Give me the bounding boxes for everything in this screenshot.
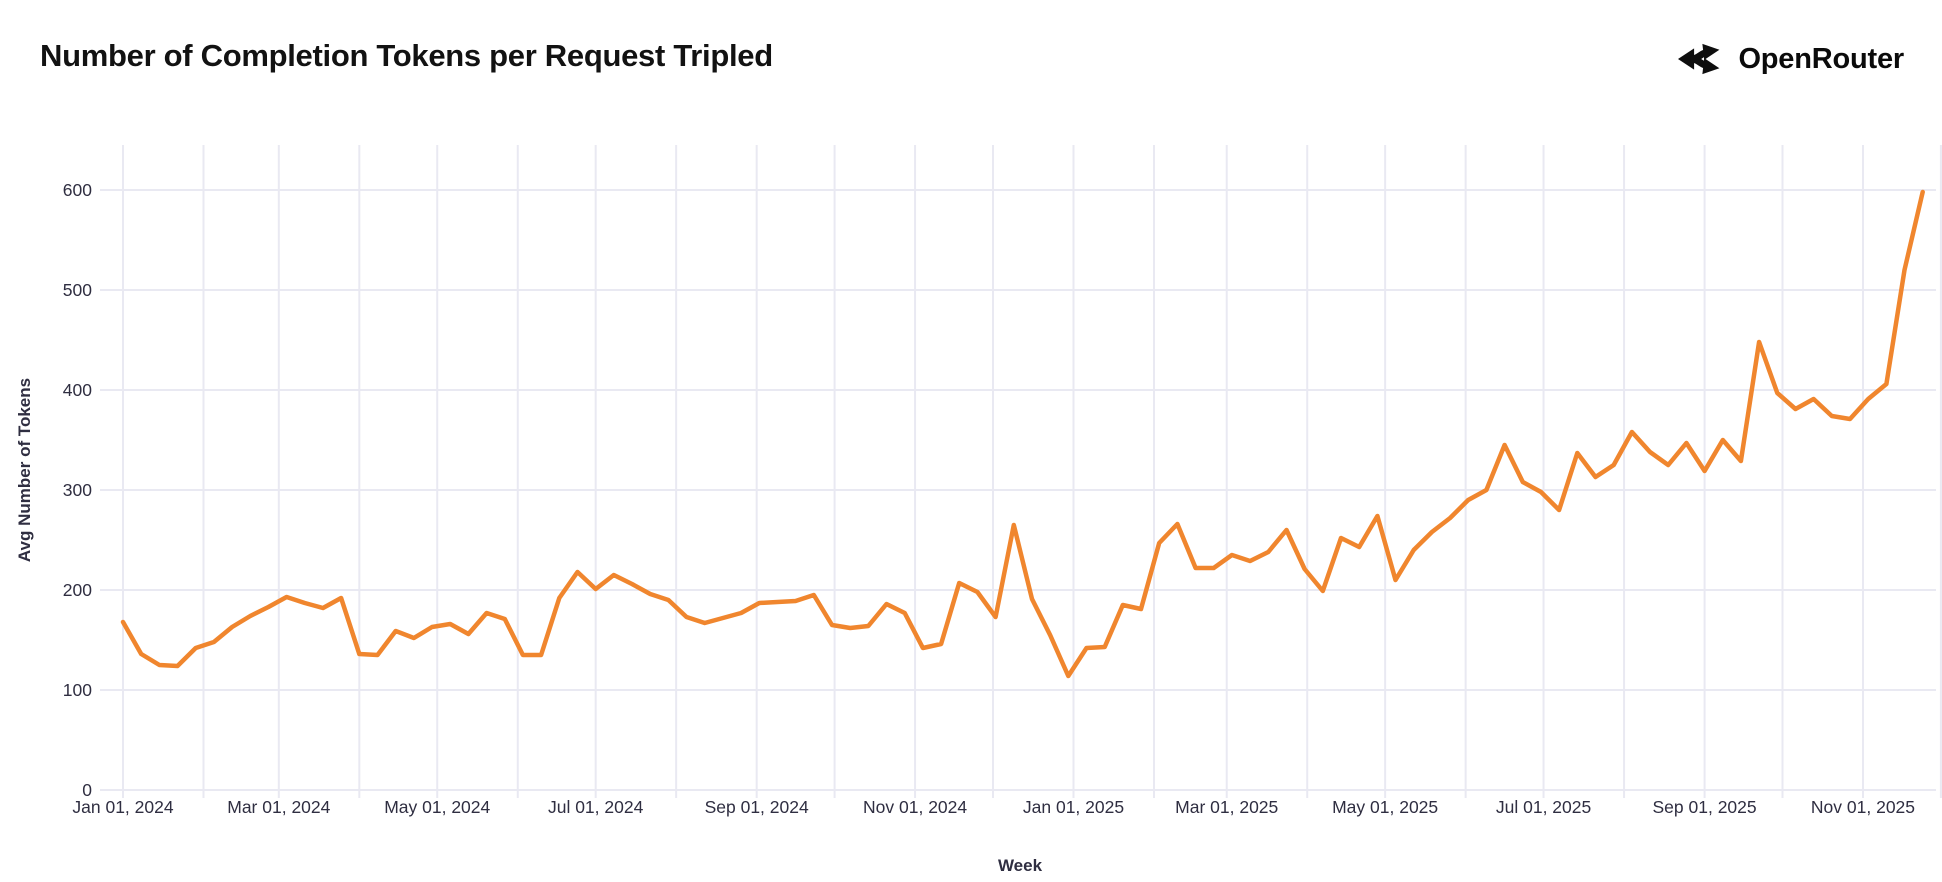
- grid-layer: [100, 145, 1942, 798]
- x-tick-label: Sep 01, 2025: [1653, 797, 1757, 817]
- x-axis-title: Week: [998, 856, 1043, 875]
- y-tick-label: 300: [63, 480, 92, 500]
- y-tick-label: 500: [63, 280, 92, 300]
- openrouter-logo-icon: [1678, 36, 1724, 82]
- y-axis-title: Avg Number of Tokens: [15, 378, 34, 562]
- tick-label-layer: 0 100 200 300 400 500 600 Jan 01, 2024 Mar 01, 2…: [63, 180, 1915, 817]
- x-tick-label: Jan 01, 2024: [72, 797, 173, 817]
- x-tick-label: Mar 01, 2024: [227, 797, 330, 817]
- y-tick-label: 400: [63, 380, 92, 400]
- chart-title: Number of Completion Tokens per Request …: [40, 38, 773, 73]
- x-tick-label: Jul 01, 2024: [548, 797, 644, 817]
- data-series-line: [120, 189, 1925, 679]
- y-tick-label: 100: [63, 680, 92, 700]
- series-layer: [120, 189, 1925, 679]
- openrouter-logo: OpenRouter: [1678, 36, 1904, 82]
- x-tick-label: Nov 01, 2025: [1811, 797, 1915, 817]
- x-tick-label: Jan 01, 2025: [1023, 797, 1124, 817]
- x-tick-label: May 01, 2025: [1332, 797, 1438, 817]
- y-tick-label: 200: [63, 580, 92, 600]
- y-tick-label: 0: [82, 780, 92, 800]
- x-tick-label: Mar 01, 2025: [1175, 797, 1278, 817]
- x-tick-label: Sep 01, 2024: [705, 797, 809, 817]
- x-tick-label: Nov 01, 2024: [863, 797, 967, 817]
- y-tick-label: 600: [63, 180, 92, 200]
- x-tick-label: Jul 01, 2025: [1496, 797, 1591, 817]
- x-tick-label: May 01, 2024: [384, 797, 490, 817]
- openrouter-logo-text: OpenRouter: [1738, 42, 1904, 75]
